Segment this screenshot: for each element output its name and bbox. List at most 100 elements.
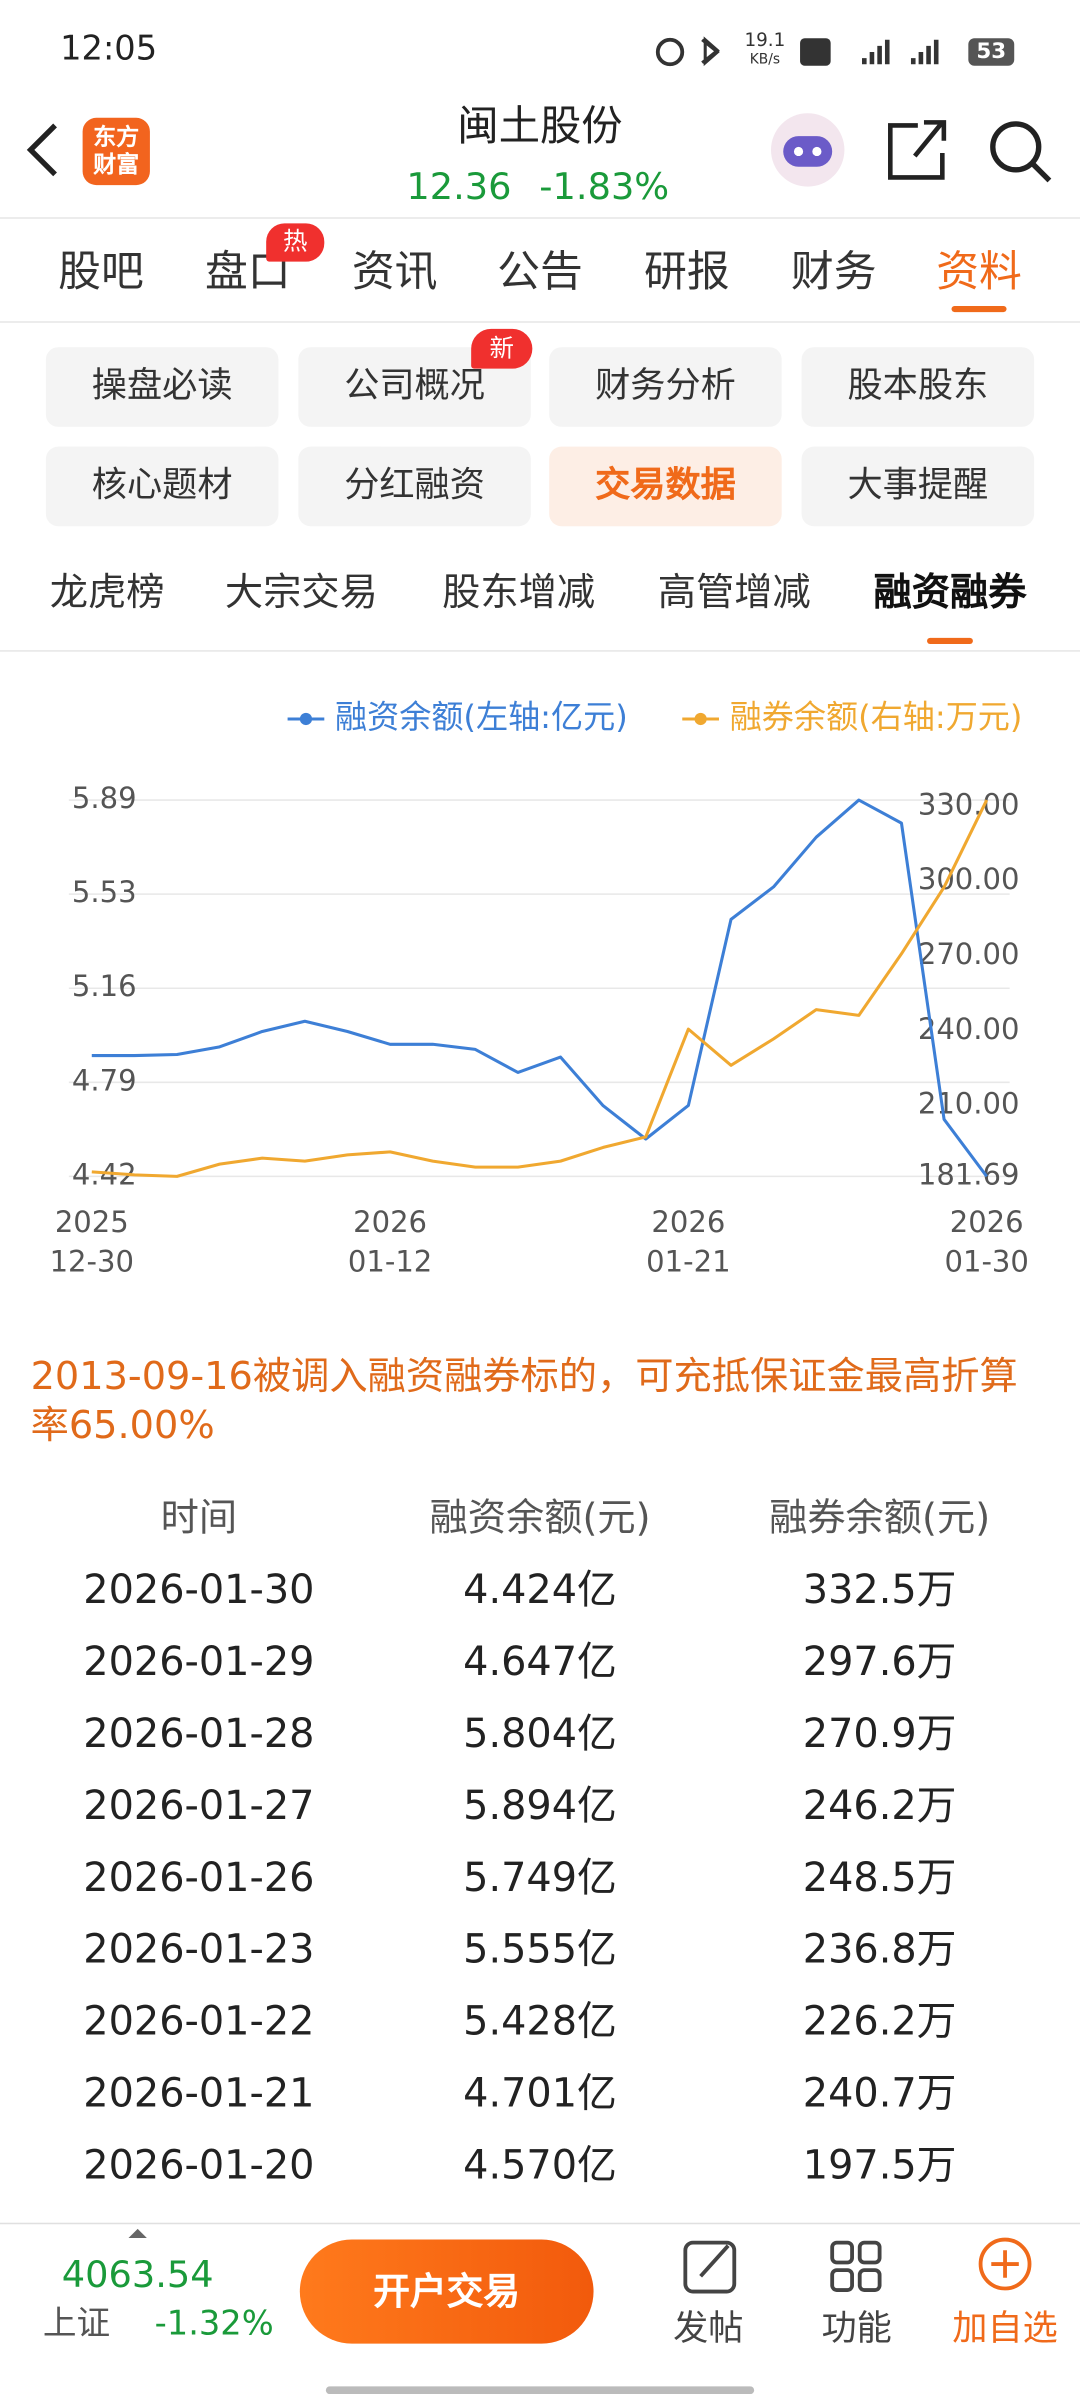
table-cell: 2026-01-21 <box>83 2071 315 2118</box>
divider <box>0 217 1080 219</box>
open-account-label[interactable]: 开户交易 <box>373 2270 521 2313</box>
tab[interactable]: 资料 <box>936 246 1022 297</box>
y2-tick-label: 210.00 <box>918 1087 1020 1121</box>
menu-item-bg[interactable] <box>298 446 531 527</box>
menu-item[interactable]: 股本股东 <box>847 366 989 407</box>
action-label[interactable]: 加自选 <box>952 2309 1058 2349</box>
menu-badge: 新 <box>489 333 515 363</box>
subtab[interactable]: 龙虎榜 <box>49 569 165 615</box>
x-tick-label: 2026 <box>950 1205 1024 1239</box>
index-value[interactable]: 4063.54 <box>61 2253 214 2297</box>
menu-item-bg[interactable] <box>801 347 1035 427</box>
index-name[interactable]: 上证 <box>42 2305 111 2344</box>
series-line <box>91 798 988 1178</box>
x-tick-label: 12-30 <box>50 1245 134 1279</box>
menu-item[interactable]: 大事提醒 <box>847 465 989 506</box>
x-tick-label: 01-12 <box>348 1245 432 1279</box>
y2-tick-label: 300.00 <box>918 862 1020 896</box>
table-cell: 2026-01-20 <box>83 2143 315 2190</box>
table-cell: 197.5万 <box>802 2143 957 2190</box>
home-indicator <box>325 2386 755 2395</box>
badge-bg <box>471 328 533 369</box>
subtab[interactable]: 融资融券 <box>873 569 1027 615</box>
table-cell: 332.5万 <box>802 1567 957 1614</box>
x-tick-label: 2025 <box>55 1205 129 1239</box>
table-cell: 4.647亿 <box>463 1639 617 1686</box>
table-cell: 4.701亿 <box>463 2071 617 2118</box>
search-button[interactable] <box>990 121 1052 183</box>
table-cell: 236.8万 <box>802 1927 957 1974</box>
back-button[interactable] <box>21 119 67 183</box>
stock-name: 闽土股份 <box>457 103 623 151</box>
table-cell: 226.2万 <box>802 1999 957 2046</box>
battery-level: 53 <box>976 39 1007 65</box>
share-button[interactable] <box>888 120 947 180</box>
y2-tick-label: 181.69 <box>918 1157 1020 1191</box>
stock-change: -1.83% <box>539 165 670 209</box>
menu-item-bg[interactable] <box>45 347 279 427</box>
y-tick-label: 4.79 <box>72 1063 137 1097</box>
action-icons <box>683 2237 1032 2294</box>
action-label[interactable]: 功能 <box>821 2309 892 2349</box>
table-cell: 2026-01-23 <box>83 1927 315 1974</box>
table-cell: 2026-01-22 <box>83 1999 315 2046</box>
tab[interactable]: 研报 <box>644 246 730 297</box>
divider <box>0 321 1080 323</box>
chart: 4.424.795.165.535.89181.69210.00240.0027… <box>50 698 1029 1279</box>
y2-tick-label: 330.00 <box>918 787 1020 821</box>
menu-item[interactable]: 财务分析 <box>595 366 736 407</box>
table-cell: 2026-01-26 <box>83 1855 315 1902</box>
x-tick-label: 01-30 <box>944 1245 1028 1279</box>
subtab[interactable]: 高管增减 <box>657 569 811 615</box>
legend-label: 融资余额(左轴:亿元) <box>335 698 628 736</box>
table-cell: 5.804亿 <box>463 1711 617 1758</box>
menu-item-bg[interactable] <box>549 347 782 427</box>
table-cell: 4.424亿 <box>463 1567 617 1614</box>
tab[interactable]: 公告 <box>497 246 583 297</box>
tab[interactable]: 股吧 <box>58 246 144 297</box>
tab[interactable]: 财务 <box>790 246 877 297</box>
menu-item-bg[interactable] <box>801 446 1035 527</box>
table-cell: 2026-01-29 <box>83 1639 315 1686</box>
table-cell: 2026-01-30 <box>83 1567 315 1614</box>
x-tick-label: 2026 <box>353 1205 427 1239</box>
logo-text: 财富 <box>93 150 140 179</box>
menu-item[interactable]: 公司概况 <box>344 366 485 407</box>
y-tick-label: 5.53 <box>72 875 137 909</box>
table-header: 融券余额(元) <box>769 1495 991 1540</box>
legend-marker <box>299 712 313 726</box>
open-account-button[interactable] <box>299 2239 594 2344</box>
logo-text: 东方 <box>93 123 140 151</box>
subtab[interactable]: 大宗交易 <box>224 569 378 615</box>
action-label[interactable]: 发帖 <box>673 2309 744 2349</box>
table-cell: 246.2万 <box>802 1783 957 1830</box>
menu-item[interactable]: 交易数据 <box>595 465 736 506</box>
menu-item-bg[interactable] <box>45 446 279 527</box>
legend-marker <box>694 712 707 726</box>
table-header: 融资余额(元) <box>429 1495 651 1540</box>
tab-underline <box>951 305 1007 313</box>
table-cell: 5.894亿 <box>463 1783 617 1830</box>
tab[interactable]: 资讯 <box>351 246 438 297</box>
menu-item-bg[interactable] <box>549 446 782 527</box>
app-logo <box>82 117 150 186</box>
subtab[interactable]: 股东增减 <box>442 569 596 615</box>
y2-tick-label: 270.00 <box>918 937 1020 971</box>
table-cell: 4.570亿 <box>463 2143 617 2190</box>
y2-tick-label: 240.00 <box>918 1012 1020 1046</box>
status-icons <box>655 36 1015 67</box>
menu-item[interactable]: 核心题材 <box>91 465 233 506</box>
collapse-indicator[interactable] <box>119 2224 156 2242</box>
legend-label: 融券余额(右轴:万元) <box>730 698 1023 736</box>
table-cell: 5.428亿 <box>463 1999 617 2046</box>
index-change[interactable]: -1.32% <box>154 2305 274 2344</box>
x-tick-label: 2026 <box>651 1205 725 1239</box>
series-line <box>91 799 989 1178</box>
table-cell: 5.749亿 <box>463 1855 617 1902</box>
menu-item[interactable]: 分红融资 <box>344 465 485 506</box>
table-header: 时间 <box>160 1495 238 1540</box>
net-speed: 19.1 <box>744 29 786 51</box>
table-cell: 5.555亿 <box>463 1927 617 1974</box>
menu-item[interactable]: 操盘必读 <box>91 366 233 407</box>
